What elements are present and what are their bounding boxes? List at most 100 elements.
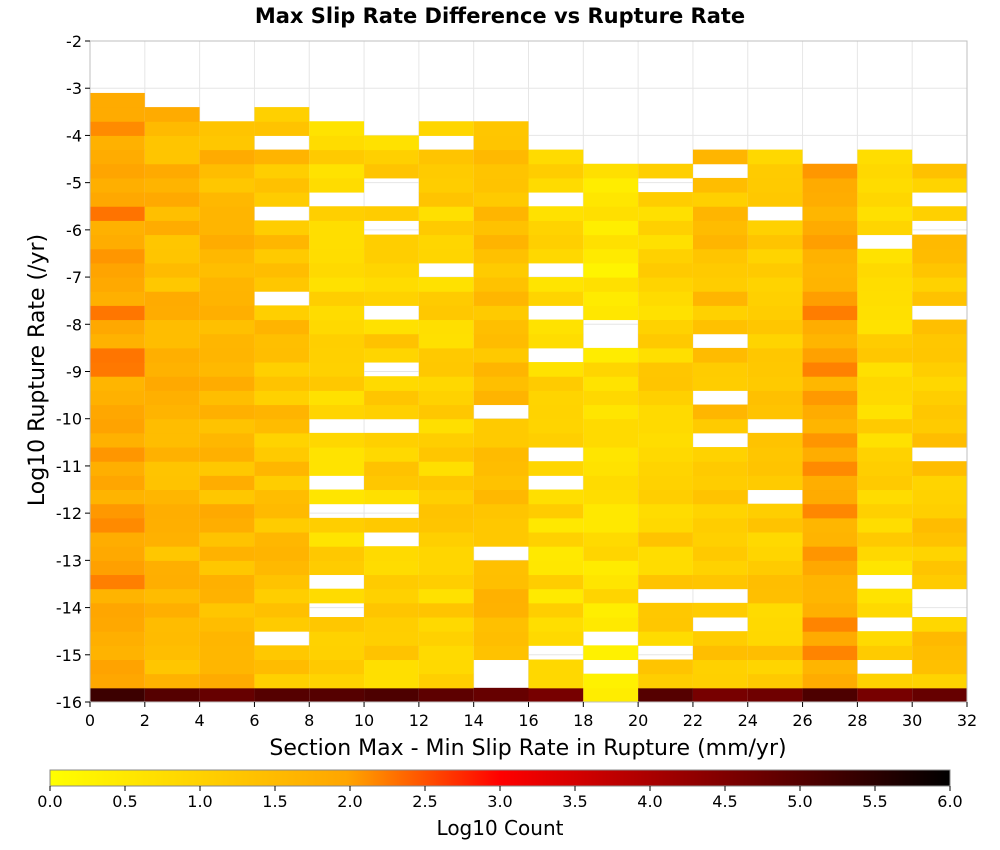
heatmap-cell [309,333,365,349]
heatmap-cell [254,319,310,335]
heatmap-cell [418,588,474,604]
heatmap-cell [90,362,145,377]
heatmap-cell [583,390,639,406]
x-tick-label: 2 [140,711,150,730]
heatmap-cell [528,177,584,193]
heatmap-cell [418,319,474,335]
heatmap-cell [144,376,200,391]
x-tick-label: 14 [464,711,484,730]
heatmap-cell [802,517,858,533]
heatmap-cell [912,687,967,703]
heatmap-cell [528,687,584,703]
heatmap-cell [144,574,200,590]
heatmap-cell [802,432,858,448]
heatmap-cell [473,418,529,434]
heatmap-cell [254,560,310,576]
y-tick-label: -5 [66,174,82,193]
heatmap-cell [364,206,419,221]
heatmap-cell [144,277,200,292]
heatmap-cell [528,234,584,250]
heatmap-cell [309,645,365,661]
heatmap-cell [857,432,913,448]
heatmap-cell [309,588,365,604]
colorbar-tick-label: 4.5 [712,792,737,811]
heatmap-cell [254,121,310,136]
heatmap-cell [364,291,419,306]
heatmap-cell [254,532,310,547]
heatmap-cell [418,659,474,675]
heatmap-cell [199,376,255,391]
heatmap-cell [583,262,639,278]
y-tick-label: -14 [56,599,82,618]
heatmap-cell [583,673,639,689]
heatmap-cell [473,192,529,207]
heatmap-cell [692,277,748,292]
heatmap-cell [364,248,419,264]
heatmap-cell [528,673,584,689]
x-axis-ticks: 0 2 4 6 8 10 12 14 16 18 20 22 24 26 28 30 32 [85,702,977,730]
heatmap-cell [528,404,584,420]
colorbar-tick-label: 3.0 [487,792,512,811]
heatmap-cell [144,560,200,576]
heatmap-cell [418,418,474,434]
chart-title: Max Slip Rate Difference vs Rupture Rate [255,4,745,28]
heatmap-cell [638,362,693,377]
heatmap-cell [583,489,639,505]
heatmap-cell [747,645,803,661]
heatmap-cell [638,602,693,618]
heatmap-cell [309,404,365,420]
heatmap-cell [857,149,913,165]
heatmap-cell [747,220,803,236]
heatmap-cell [90,617,145,632]
heatmap-cell [583,362,639,377]
heatmap-cell [528,333,584,349]
heatmap-cell [364,673,419,689]
heatmap-cell [528,461,584,476]
heatmap-cell [583,291,639,306]
heatmap-cell [692,206,748,221]
heatmap-cell [144,546,200,561]
heatmap-cell [418,560,474,576]
heatmap-cell [254,177,310,193]
heatmap-cell [857,248,913,264]
heatmap-cell [638,617,693,632]
heatmap-cell [90,262,145,278]
heatmap-cell [638,546,693,561]
heatmap-cells [90,92,967,703]
heatmap-cell [802,489,858,505]
heatmap-cell [912,248,967,264]
heatmap-cell [802,546,858,561]
heatmap-cell [802,602,858,618]
heatmap-cell [747,475,803,491]
x-tick-label: 20 [628,711,648,730]
heatmap-cell [473,121,529,136]
heatmap-cell [144,659,200,675]
heatmap-cell [199,333,255,349]
heatmap-cell [638,560,693,576]
heatmap-cell [199,404,255,420]
heatmap-cell [528,602,584,618]
heatmap-cell [857,560,913,576]
heatmap-cell [199,645,255,661]
heatmap-cell [912,432,967,448]
heatmap-cell [692,149,748,165]
heatmap-cell [802,177,858,193]
heatmap-cell [418,390,474,406]
heatmap-cell [254,574,310,590]
heatmap-cell [583,163,639,179]
heatmap-cell [692,291,748,306]
heatmap-cell [473,574,529,590]
heatmap-cell [473,447,529,462]
heatmap-cell [418,163,474,179]
heatmap-cell [199,475,255,491]
heatmap-cell [144,390,200,406]
heatmap-cell [583,305,639,321]
heatmap-cell [144,206,200,221]
heatmap-cell [583,347,639,363]
heatmap-cell [747,673,803,689]
heatmap-cell [747,687,803,703]
heatmap-cell [802,206,858,221]
heatmap-cell [912,277,967,292]
heatmap-cell [418,532,474,547]
heatmap-cell [528,163,584,179]
